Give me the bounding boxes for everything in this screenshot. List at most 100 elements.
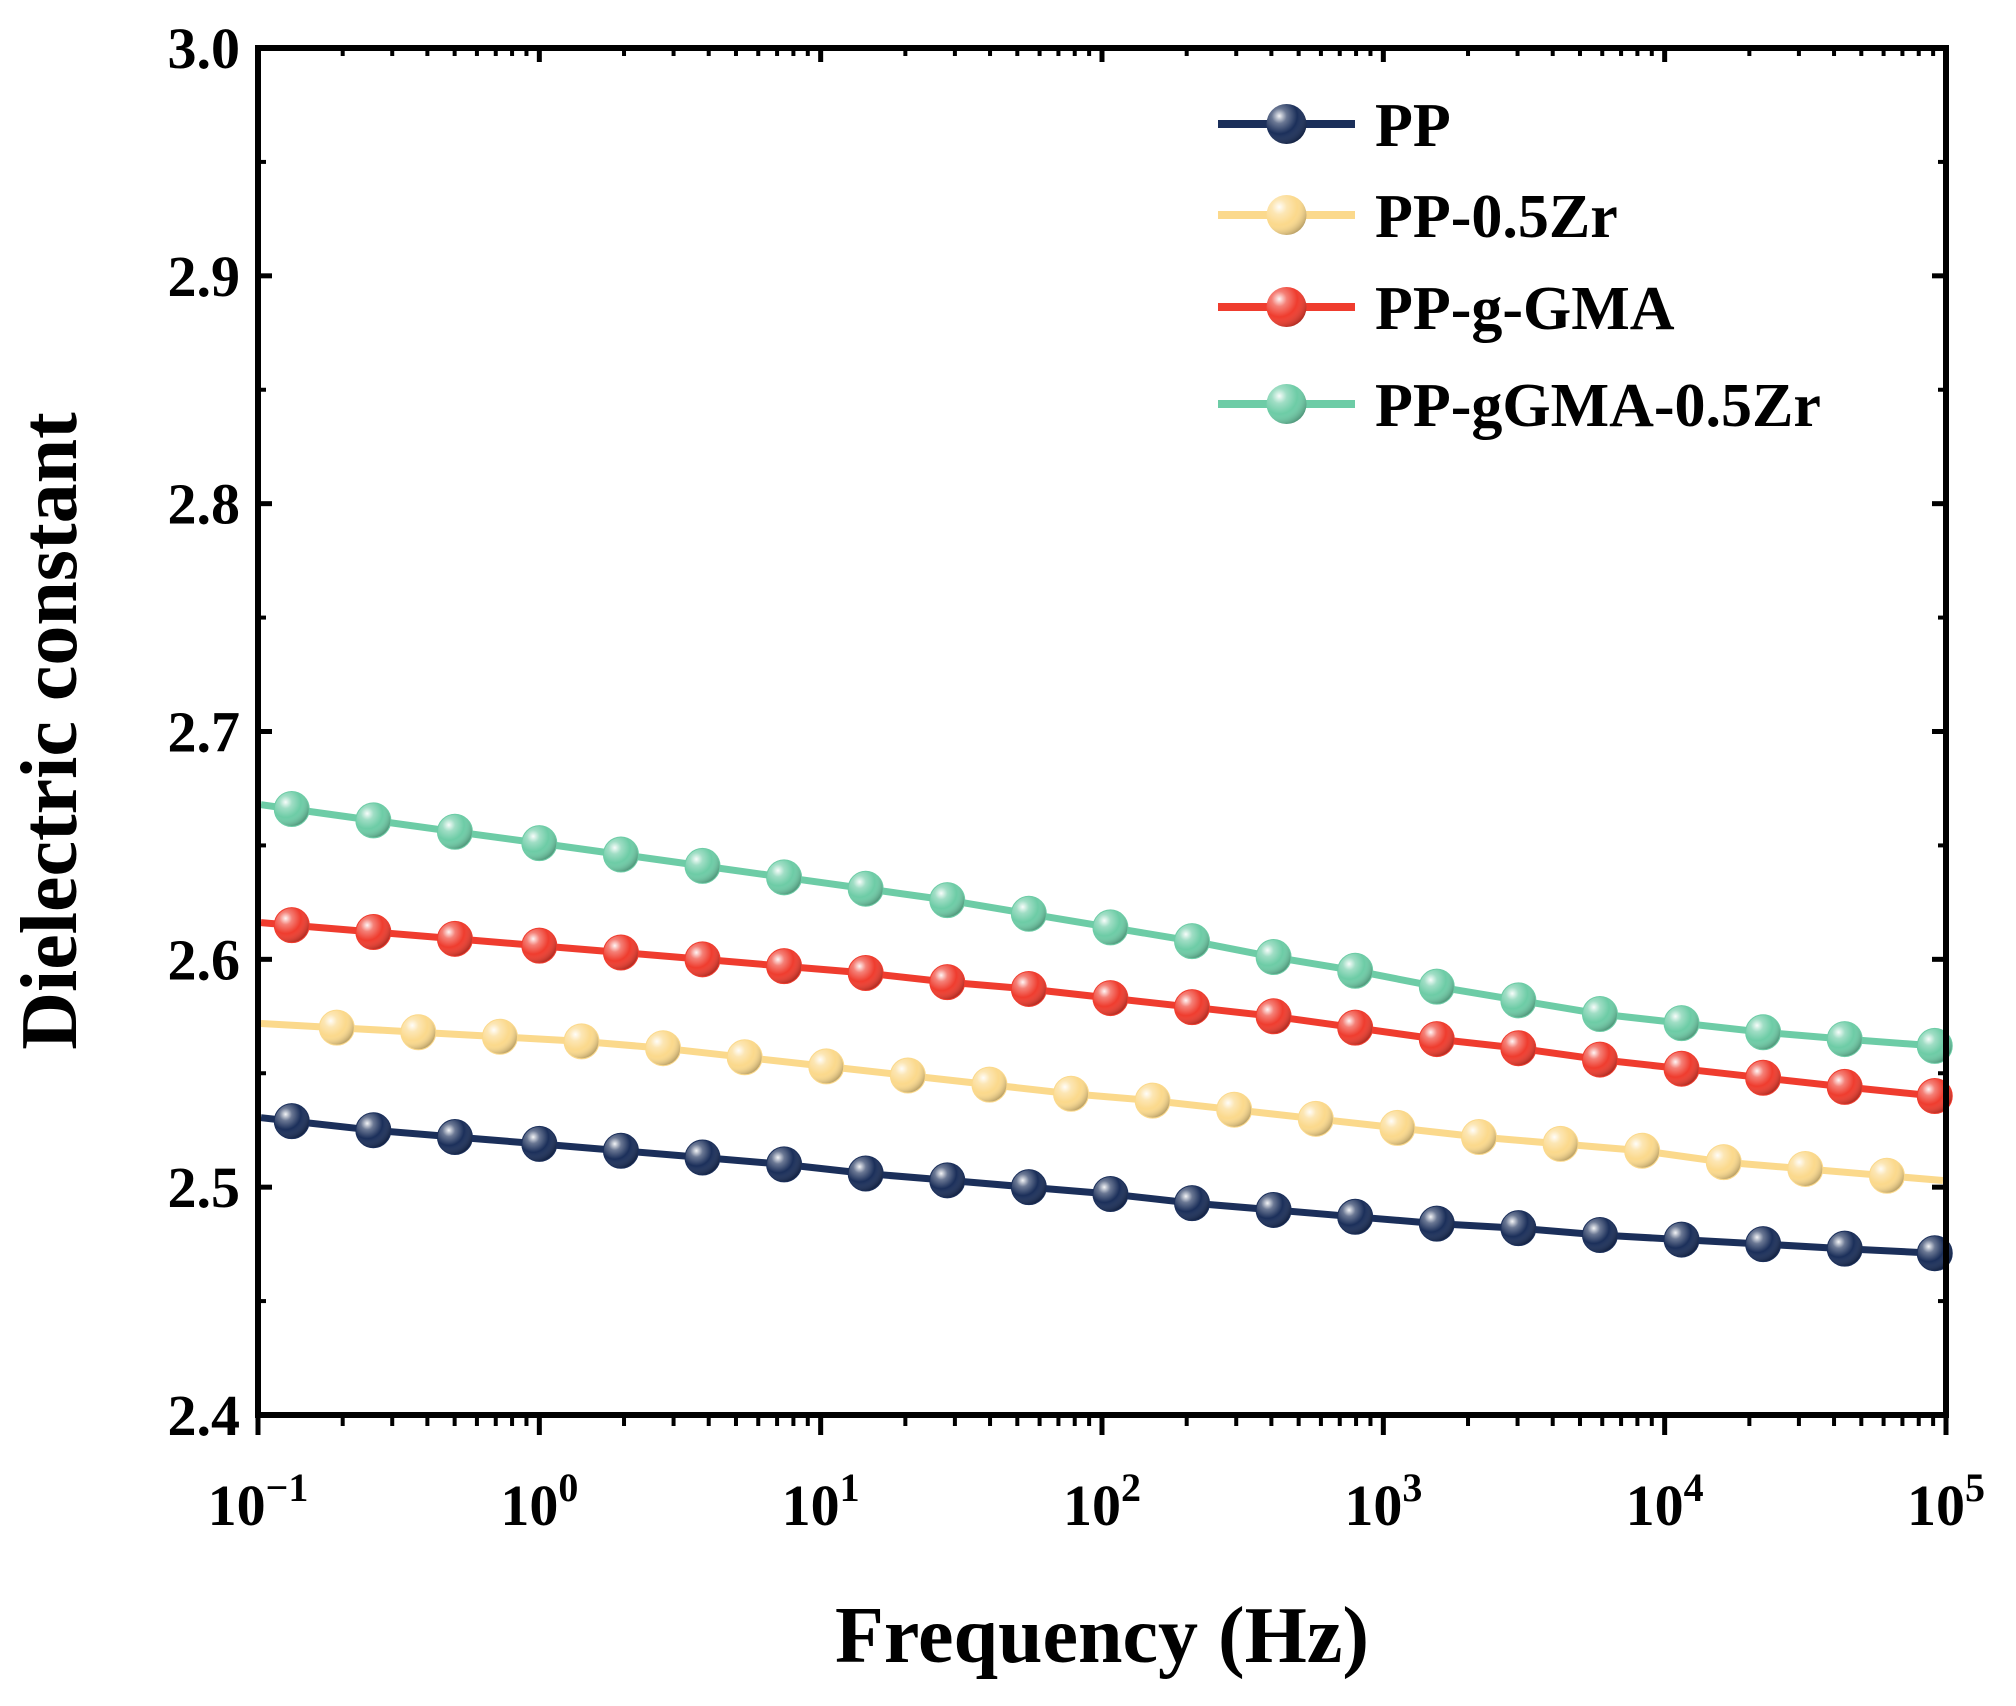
data-point-shine xyxy=(522,826,557,861)
data-point-shine xyxy=(1175,990,1210,1025)
data-point-shine xyxy=(1746,1227,1781,1262)
data-point-shine xyxy=(1706,1145,1741,1180)
data-point-shine xyxy=(274,791,309,826)
data-point-shine xyxy=(1419,1206,1454,1241)
y-axis-title: Dielectric constant xyxy=(6,412,94,1050)
data-point-shine xyxy=(930,883,965,918)
data-point-shine xyxy=(1827,1231,1862,1266)
data-point-shine xyxy=(1543,1126,1578,1161)
data-point-shine xyxy=(1054,1076,1089,1111)
data-point-shine xyxy=(1338,953,1373,988)
data-point-shine xyxy=(437,814,472,849)
series-layer xyxy=(260,790,1953,1272)
x-axis-title: Frequency (Hz) xyxy=(835,1592,1369,1680)
data-point-shine xyxy=(482,1019,517,1054)
data-point-shine xyxy=(848,1156,883,1191)
legend-marker-shine xyxy=(1266,384,1307,424)
data-point-shine xyxy=(685,848,720,883)
data-point-shine xyxy=(356,914,391,949)
data-point-shine xyxy=(1256,999,1291,1034)
data-point-shine xyxy=(603,1133,638,1168)
data-point-shine xyxy=(1788,1151,1823,1186)
y-tick-label: 3.0 xyxy=(168,16,241,81)
data-point-shine xyxy=(767,949,802,984)
data-point-shine xyxy=(1501,983,1536,1018)
data-point-shine xyxy=(1380,1110,1415,1145)
data-point-shine xyxy=(1582,1042,1617,1077)
data-point-shine xyxy=(603,935,638,970)
data-point-shine xyxy=(1093,981,1128,1016)
data-point-shine xyxy=(1501,1031,1536,1066)
x-tick-label: 104 xyxy=(1626,1465,1704,1538)
data-point-shine xyxy=(1461,1120,1496,1155)
data-point-shine xyxy=(685,1140,720,1175)
data-point-shine xyxy=(437,921,472,956)
data-point-shine xyxy=(522,1126,557,1161)
y-axis: 2.4 2.5 2.6 2.7 2.8 2.9 3.0 xyxy=(168,16,1946,1448)
data-point-shine xyxy=(401,1015,436,1050)
data-point-shine xyxy=(767,1147,802,1182)
x-tick-label: 102 xyxy=(1063,1465,1141,1538)
data-point-shine xyxy=(603,837,638,872)
data-point-shine xyxy=(1664,1051,1699,1086)
data-point-shine xyxy=(1582,1218,1617,1253)
data-point-shine xyxy=(1746,1060,1781,1095)
x-tick-label: 103 xyxy=(1344,1465,1422,1538)
data-point-shine xyxy=(274,908,309,943)
data-point-shine xyxy=(1338,1199,1373,1234)
x-tick-label: 100 xyxy=(500,1465,578,1538)
data-point-shine xyxy=(767,860,802,895)
legend-marker-shine xyxy=(1266,195,1307,235)
data-point-shine xyxy=(646,1031,681,1066)
y-tick-label: 2.7 xyxy=(168,700,241,765)
data-point-shine xyxy=(1625,1133,1660,1168)
data-point-shine xyxy=(1419,969,1454,1004)
data-point-shine xyxy=(437,1120,472,1155)
x-tick-label: 10−1 xyxy=(208,1465,309,1538)
data-point-shine xyxy=(564,1024,599,1059)
data-point-shine xyxy=(848,871,883,906)
data-point-shine xyxy=(1338,1010,1373,1045)
data-point-shine xyxy=(319,1010,354,1045)
plot-frame xyxy=(255,45,1949,1418)
x-tick-label: 101 xyxy=(782,1465,860,1538)
data-point-shine xyxy=(972,1067,1007,1102)
data-point-shine xyxy=(930,1163,965,1198)
legend-label: PP-g-GMA xyxy=(1375,275,1675,343)
data-point-shine xyxy=(1419,1022,1454,1057)
data-point-shine xyxy=(1582,997,1617,1032)
legend-marker-shine xyxy=(1266,104,1307,144)
data-point-shine xyxy=(1298,1101,1333,1136)
series-pp xyxy=(260,1103,1953,1272)
data-point-shine xyxy=(1175,1186,1210,1221)
data-point-shine xyxy=(1175,924,1210,959)
data-point-shine xyxy=(1501,1211,1536,1246)
y-tick-label: 2.9 xyxy=(168,244,241,309)
data-point-shine xyxy=(1256,1192,1291,1227)
data-point-shine xyxy=(1011,971,1046,1006)
data-point-shine xyxy=(848,956,883,991)
y-tick-label: 2.5 xyxy=(168,1155,241,1220)
data-point-shine xyxy=(930,965,965,1000)
data-point-shine xyxy=(890,1058,925,1093)
x-axis: 10−1 100 101 102 103 104 105 xyxy=(208,48,1985,1538)
y-tick-label: 2.6 xyxy=(168,927,241,992)
x-tick-label: 105 xyxy=(1907,1465,1985,1538)
series-pp-0-5zr xyxy=(260,1009,1944,1194)
data-point-shine xyxy=(727,1040,762,1075)
series-line xyxy=(260,1020,1944,1184)
data-point-shine xyxy=(1135,1083,1170,1118)
data-point-shine xyxy=(1664,1006,1699,1041)
data-point-shine xyxy=(1664,1222,1699,1257)
data-point-shine xyxy=(1011,896,1046,931)
legend-marker-shine xyxy=(1266,287,1307,327)
series-pp-ggma-0-5zr xyxy=(260,790,1953,1064)
data-point-shine xyxy=(1093,1177,1128,1212)
data-point-shine xyxy=(356,803,391,838)
legend: PP PP-0.5Zr PP-g-GMA PP-gGMA-0.5Zr xyxy=(1218,92,1821,440)
data-point-shine xyxy=(356,1113,391,1148)
data-point-shine xyxy=(1217,1092,1252,1127)
legend-label: PP-gGMA-0.5Zr xyxy=(1375,372,1821,440)
data-point-shine xyxy=(1869,1158,1904,1193)
